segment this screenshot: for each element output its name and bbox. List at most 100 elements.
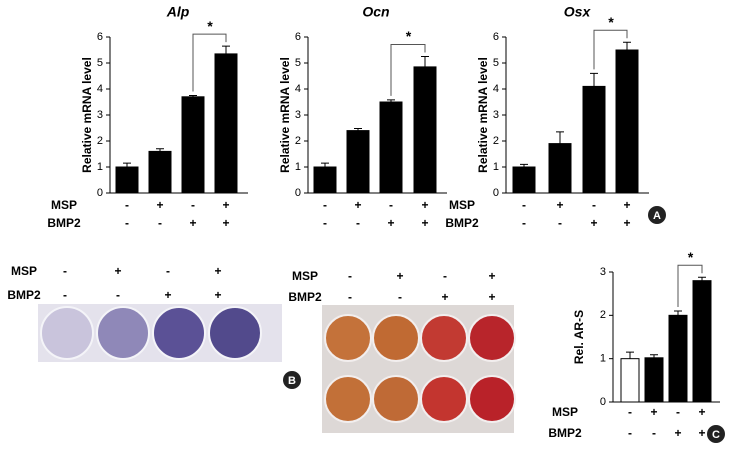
condition-sign: - bbox=[125, 216, 129, 230]
bar bbox=[313, 166, 337, 194]
condition-sign: - bbox=[166, 264, 170, 278]
condition-sign: - bbox=[398, 290, 402, 304]
condition-sign: + bbox=[214, 288, 221, 302]
y-tick-label: 3 bbox=[295, 109, 301, 121]
condition-sign: + bbox=[164, 288, 171, 302]
y-tick-label: 0 bbox=[97, 187, 103, 199]
error-bar bbox=[520, 163, 528, 167]
chart-title: Osx bbox=[564, 4, 592, 20]
significance-bracket bbox=[593, 29, 628, 70]
condition-sign: + bbox=[623, 198, 630, 212]
condition-sign: + bbox=[674, 426, 681, 440]
ars-staining-plate bbox=[322, 305, 516, 433]
condition-label: BMP2 bbox=[445, 216, 479, 230]
condition-label: BMP2 bbox=[548, 426, 582, 440]
panel-badge bbox=[648, 206, 666, 224]
error-bar bbox=[698, 276, 706, 281]
y-tick-label: 1 bbox=[600, 353, 606, 365]
condition-sign: - bbox=[348, 269, 352, 283]
condition-label: MSP bbox=[51, 198, 77, 212]
error-bar bbox=[189, 95, 197, 97]
condition-label: BMP2 bbox=[47, 216, 81, 230]
significance-marker: * bbox=[207, 18, 213, 34]
error-bar bbox=[623, 41, 631, 50]
condition-sign: + bbox=[114, 264, 121, 278]
condition-sign: - bbox=[63, 288, 67, 302]
y-tick-label: 6 bbox=[295, 31, 301, 43]
y-axis-label: Relative mRNA level bbox=[80, 57, 94, 173]
error-bar bbox=[650, 354, 658, 358]
error-bar bbox=[590, 72, 598, 87]
condition-sign: + bbox=[488, 290, 495, 304]
condition-sign: + bbox=[698, 426, 705, 440]
condition-sign: + bbox=[156, 198, 163, 212]
y-tick-label: 3 bbox=[600, 266, 606, 278]
y-tick-label: 0 bbox=[600, 396, 606, 408]
error-bar bbox=[387, 99, 395, 102]
condition-label: BMP2 bbox=[288, 290, 322, 304]
y-tick-label: 1 bbox=[97, 161, 103, 173]
condition-sign: - bbox=[592, 198, 596, 212]
y-tick-label: 4 bbox=[493, 83, 499, 95]
bar bbox=[615, 49, 639, 194]
y-tick-label: 6 bbox=[493, 31, 499, 43]
y-tick-label: 3 bbox=[493, 109, 499, 121]
y-tick-label: 5 bbox=[493, 57, 499, 69]
y-tick-label: 2 bbox=[600, 309, 606, 321]
y-tick-label: 5 bbox=[97, 57, 103, 69]
alp-staining-plate bbox=[38, 304, 282, 362]
condition-label: MSP bbox=[552, 405, 578, 419]
error-bar bbox=[123, 162, 131, 167]
y-tick-label: 2 bbox=[295, 135, 301, 147]
panel-label: A bbox=[653, 210, 661, 222]
condition-sign: + bbox=[488, 269, 495, 283]
condition-sign: - bbox=[522, 216, 526, 230]
condition-sign: + bbox=[698, 405, 705, 419]
condition-sign: - bbox=[125, 198, 129, 212]
condition-sign: - bbox=[676, 405, 680, 419]
condition-sign: - bbox=[116, 288, 120, 302]
condition-sign: + bbox=[214, 264, 221, 278]
bar bbox=[512, 166, 536, 194]
condition-sign: - bbox=[628, 405, 632, 419]
y-tick-label: 0 bbox=[493, 187, 499, 199]
significance-marker: * bbox=[608, 14, 614, 30]
y-tick-label: 4 bbox=[295, 83, 301, 95]
condition-label: MSP bbox=[292, 269, 318, 283]
condition-sign: - bbox=[522, 198, 526, 212]
bar bbox=[668, 314, 688, 403]
condition-sign: - bbox=[63, 264, 67, 278]
error-bar bbox=[354, 128, 362, 131]
condition-sign: - bbox=[191, 198, 195, 212]
condition-sign: + bbox=[189, 216, 196, 230]
condition-sign: + bbox=[396, 269, 403, 283]
error-bar bbox=[556, 131, 564, 144]
condition-sign: + bbox=[387, 216, 394, 230]
y-tick-label: 3 bbox=[97, 109, 103, 121]
significance-bracket bbox=[390, 44, 426, 96]
significance-bracket bbox=[192, 33, 227, 92]
bar bbox=[214, 53, 238, 194]
bar bbox=[346, 130, 370, 194]
error-bar bbox=[222, 45, 230, 54]
bar bbox=[548, 143, 572, 194]
y-tick-label: 4 bbox=[97, 83, 103, 95]
error-bar bbox=[421, 56, 429, 67]
bar bbox=[181, 96, 205, 194]
condition-sign: + bbox=[650, 405, 657, 419]
y-tick-label: 5 bbox=[295, 57, 301, 69]
panel-badge bbox=[283, 371, 301, 389]
error-bar bbox=[321, 162, 329, 167]
y-axis-label: Rel. AR-S bbox=[572, 310, 586, 364]
bar bbox=[115, 166, 139, 194]
significance-marker: * bbox=[687, 249, 693, 265]
panel-badge bbox=[707, 425, 725, 443]
y-tick-label: 2 bbox=[493, 135, 499, 147]
condition-sign: - bbox=[323, 198, 327, 212]
significance-bracket bbox=[677, 264, 703, 307]
bar bbox=[644, 357, 664, 403]
y-tick-label: 1 bbox=[493, 161, 499, 173]
y-tick-label: 0 bbox=[295, 187, 301, 199]
condition-sign: - bbox=[323, 216, 327, 230]
